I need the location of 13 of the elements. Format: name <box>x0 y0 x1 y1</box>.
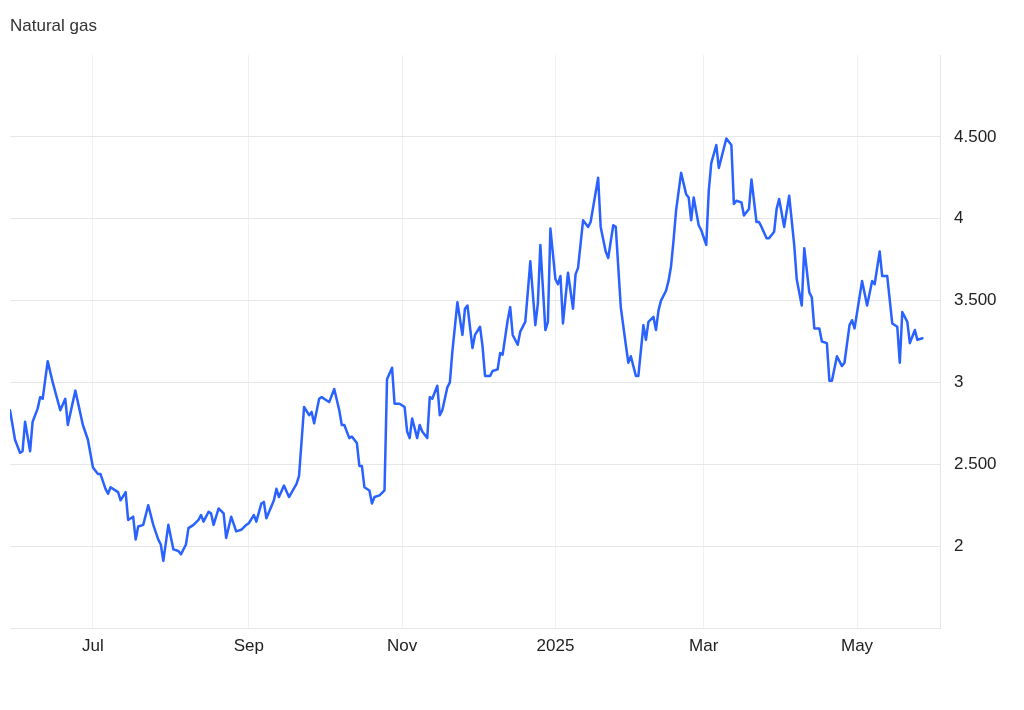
x-tick-label: Sep <box>233 635 264 655</box>
x-tick-label: Mar <box>689 635 719 655</box>
y-tick-label: 4.500 <box>954 126 997 146</box>
y-tick-label: 4 <box>954 208 964 228</box>
chart-title: Natural gas <box>10 16 97 36</box>
y-tick-label: 2.500 <box>954 453 997 473</box>
x-tick-label: May <box>840 635 874 655</box>
y-tick-label: 2 <box>954 535 964 555</box>
y-tick-label: 3 <box>954 372 964 392</box>
y-tick-label: 3.500 <box>954 290 997 310</box>
x-tick-label: Nov <box>386 635 418 655</box>
x-tick-label: Jul <box>82 635 104 655</box>
x-tick-label: 2025 <box>536 635 575 655</box>
